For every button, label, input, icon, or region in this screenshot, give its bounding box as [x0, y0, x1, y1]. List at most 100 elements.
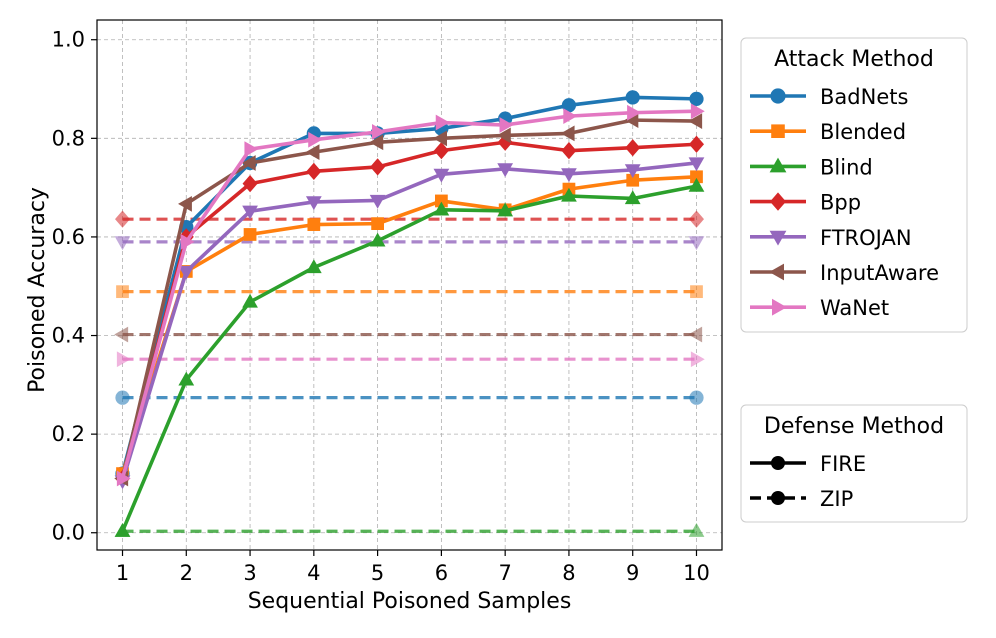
fire-marker-bpp	[306, 162, 322, 180]
fire-marker-blind	[242, 293, 258, 308]
legend-swatch-marker	[771, 456, 785, 470]
plot-area-frame	[96, 19, 723, 551]
fire-marker-inputaware	[496, 127, 511, 144]
zip-marker-badnets	[115, 390, 130, 405]
fire-series-group	[114, 90, 705, 537]
defense-legend-label: FIRE	[820, 452, 866, 476]
y-axis-ticks: 0.0 0.2 0.4 0.6 0.8 1.0	[52, 28, 97, 545]
zip-marker-ftrojan	[114, 236, 131, 251]
fire-marker-ftrojan	[242, 205, 258, 220]
x-tick-label: 2	[180, 561, 193, 585]
fire-marker-blind	[178, 371, 195, 386]
x-tick-label: 3	[243, 561, 256, 585]
legend-swatch-marker	[770, 192, 786, 211]
attack-legend-frame	[740, 37, 968, 333]
fire-marker-wanet	[371, 124, 386, 140]
fire-marker-inputaware	[305, 144, 320, 161]
attack-legend: Attack Method BadNets Blended Blind Bpp FTRO…	[740, 37, 968, 333]
y-tick-label: 1.0	[52, 28, 85, 52]
fire-marker-inputaware	[178, 196, 192, 212]
fire-line-ftrojan	[120, 161, 697, 482]
zip-marker-blended	[116, 285, 129, 299]
x-tick-label: 7	[498, 561, 511, 585]
fire-line-blind	[120, 184, 697, 532]
x-tick-label: 5	[371, 561, 384, 585]
x-tick-label: 1	[116, 561, 129, 585]
fire-marker-blind	[369, 232, 386, 247]
zip-marker-badnets	[689, 390, 704, 405]
fire-marker-bpp	[433, 142, 449, 160]
defense-legend-item-zip: ZIP	[750, 487, 853, 511]
legend-swatch-marker	[769, 263, 784, 281]
x-tick-label: 6	[435, 561, 448, 585]
attack-legend-label: WaNet	[820, 296, 889, 320]
fire-marker-blind	[624, 190, 641, 205]
y-tick-label: 0.2	[52, 422, 85, 446]
zip-marker-inputaware	[114, 326, 129, 343]
fire-marker-bpp	[688, 135, 704, 153]
fire-marker-ftrojan	[497, 163, 514, 178]
legend-swatch-marker	[772, 298, 787, 316]
fire-marker-blended	[626, 173, 640, 187]
fire-marker-blended	[435, 194, 448, 208]
fire-marker-ftrojan	[688, 157, 705, 172]
zip-series-group	[114, 210, 705, 537]
fire-marker-wanet	[116, 470, 131, 487]
fire-line-badnets	[120, 95, 697, 475]
fire-marker-bpp	[561, 142, 577, 160]
fire-marker-inputaware	[688, 113, 703, 129]
fire-marker-inputaware	[560, 125, 575, 142]
attack-legend-label: FTROJAN	[820, 226, 912, 250]
fire-marker-ftrojan	[433, 168, 450, 183]
attack-legend-label: Bpp	[820, 191, 861, 215]
zip-marker-wanet	[690, 351, 705, 368]
fire-line-bpp	[120, 140, 697, 479]
y-tick-label: 0.8	[52, 126, 85, 150]
fire-marker-blended	[690, 170, 703, 184]
legend-swatch-marker	[769, 157, 787, 173]
fire-marker-wanet	[244, 141, 259, 158]
fire-marker-ftrojan	[624, 164, 641, 179]
fire-marker-blended	[243, 228, 257, 241]
fire-marker-blind	[688, 177, 705, 192]
fire-marker-ftrojan	[305, 196, 322, 211]
fire-marker-blended	[371, 217, 384, 230]
legend-swatch-marker	[769, 230, 787, 246]
fire-line-inputaware	[120, 118, 697, 479]
attack-legend-item-inputaware: InputAware	[750, 261, 939, 285]
x-tick-label: 4	[307, 561, 320, 585]
legend-swatch-marker	[770, 88, 786, 104]
y-tick-label: 0.4	[52, 324, 85, 348]
fire-marker-inputaware	[369, 134, 384, 151]
fire-marker-inputaware	[241, 155, 256, 171]
attack-legend-item-blended: Blended	[750, 120, 906, 144]
y-tick-label: 0.6	[52, 225, 85, 249]
attack-legend-item-blind: Blind	[750, 155, 873, 179]
fire-marker-wanet	[180, 233, 195, 250]
attack-legend-title: Attack Method	[774, 47, 934, 72]
fire-marker-blind	[114, 523, 131, 537]
y-tick-label: 0.0	[52, 521, 85, 545]
x-axis-title: Sequential Poisoned Samples	[248, 589, 572, 614]
defense-legend-title: Defense Method	[764, 414, 944, 439]
fire-marker-blind	[433, 201, 450, 216]
legend-swatch-marker	[771, 124, 785, 138]
fire-marker-wanet	[435, 114, 450, 131]
fire-marker-blended	[307, 218, 321, 231]
zip-marker-ftrojan	[688, 236, 705, 251]
x-axis-ticks: 1 2 3 4 5 6 7 8 9 10	[116, 550, 710, 585]
fire-marker-inputaware	[433, 130, 448, 147]
zip-marker-bpp	[115, 210, 131, 228]
fire-line-blended	[120, 174, 697, 475]
zip-marker-bpp	[688, 210, 704, 228]
fire-marker-blind	[305, 259, 322, 274]
defense-legend-item-fire: FIRE	[750, 452, 866, 476]
zip-marker-blind	[688, 523, 705, 537]
attack-legend-label: InputAware	[820, 261, 939, 285]
fire-marker-wanet	[563, 108, 578, 125]
fire-marker-blind	[497, 202, 514, 217]
fire-marker-ftrojan	[369, 194, 386, 209]
fire-marker-wanet	[690, 103, 705, 120]
fire-marker-bpp	[625, 139, 641, 157]
